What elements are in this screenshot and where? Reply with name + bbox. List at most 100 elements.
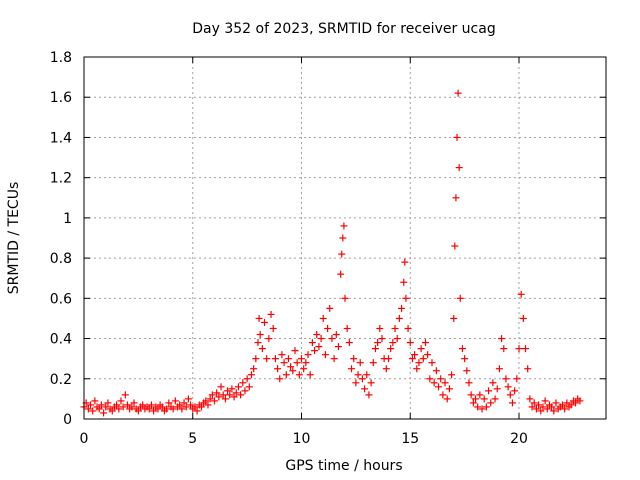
data-point — [498, 335, 506, 343]
data-point — [550, 407, 558, 415]
data-point — [89, 407, 97, 415]
data-point — [495, 365, 503, 373]
data-point — [358, 375, 366, 383]
x-axis-label: GPS time / hours — [285, 458, 402, 474]
data-point — [435, 383, 443, 391]
data-point — [134, 407, 142, 415]
data-point — [482, 403, 490, 411]
data-point — [491, 395, 499, 403]
data-point — [450, 314, 458, 322]
data-point — [241, 387, 249, 395]
data-point — [332, 331, 340, 339]
data-point — [493, 385, 501, 393]
data-point — [398, 304, 406, 312]
data-point — [171, 397, 179, 405]
data-point — [274, 365, 282, 373]
data-point — [306, 371, 314, 379]
data-point — [537, 407, 545, 415]
data-point — [415, 359, 423, 367]
data-point — [321, 351, 329, 359]
data-point — [356, 359, 364, 367]
data-point — [348, 365, 356, 373]
data-point — [469, 399, 477, 407]
data-point — [245, 383, 253, 391]
data-point — [456, 294, 464, 302]
data-point — [485, 387, 493, 395]
x-tick-label: 20 — [510, 431, 528, 447]
data-point — [343, 325, 351, 332]
data-point — [108, 407, 116, 415]
data-point — [500, 345, 508, 353]
data-point — [437, 375, 445, 383]
data-point — [104, 399, 112, 407]
data-point — [95, 405, 103, 413]
data-point — [467, 391, 475, 399]
data-point — [113, 401, 121, 409]
data-point — [463, 367, 471, 375]
data-point — [391, 325, 399, 332]
data-point — [421, 339, 429, 347]
data-point — [208, 391, 216, 399]
data-point — [400, 278, 408, 286]
y-axis-label: SRMTID / TECUs — [6, 182, 22, 295]
data-point — [271, 355, 279, 363]
data-point — [221, 395, 229, 403]
data-point — [374, 339, 382, 347]
data-point — [239, 379, 247, 387]
data-point — [204, 401, 212, 409]
data-point — [217, 383, 225, 391]
data-point — [234, 383, 242, 391]
data-point — [282, 371, 290, 379]
data-point — [176, 401, 184, 409]
data-point — [315, 343, 323, 351]
data-points — [80, 89, 584, 417]
data-point — [385, 355, 392, 363]
data-point — [513, 375, 521, 383]
data-point — [102, 403, 110, 411]
data-point — [448, 371, 456, 379]
data-point — [519, 314, 527, 322]
data-point — [539, 403, 547, 411]
data-point — [191, 403, 199, 411]
x-tick-labels: 0 5 10 15 20 — [80, 431, 528, 447]
y-tick-label: 1 — [63, 211, 72, 227]
data-point — [371, 345, 379, 353]
data-point — [465, 379, 473, 387]
data-point — [193, 407, 201, 415]
data-point — [91, 397, 99, 405]
data-point — [291, 347, 299, 355]
data-point — [330, 355, 338, 363]
y-tick-label: 0.2 — [50, 372, 72, 388]
data-point — [365, 391, 373, 399]
data-point — [361, 385, 369, 393]
data-point — [117, 397, 125, 405]
data-point — [165, 399, 173, 407]
y-tick-label: 0 — [63, 412, 72, 428]
data-point — [150, 407, 158, 415]
data-point — [378, 335, 386, 343]
data-point — [572, 399, 580, 407]
data-point — [515, 345, 523, 353]
data-point — [389, 339, 397, 347]
data-point — [263, 355, 271, 363]
data-point — [502, 375, 510, 383]
data-point — [163, 405, 171, 413]
data-point — [267, 310, 275, 318]
y-tick-label: 0.4 — [50, 332, 72, 348]
chart-title: Day 352 of 2023, SRMTID for receiver uca… — [192, 21, 495, 37]
data-point — [247, 371, 255, 379]
data-point — [319, 314, 327, 322]
x-tick-label: 0 — [80, 431, 89, 447]
data-point — [559, 401, 566, 409]
data-point — [552, 399, 560, 407]
data-point — [211, 397, 218, 405]
data-point — [478, 405, 486, 413]
data-point — [154, 405, 162, 413]
data-point — [276, 375, 284, 383]
data-point — [243, 375, 251, 383]
data-point — [337, 270, 345, 278]
data-point — [302, 359, 310, 367]
data-point — [404, 325, 412, 332]
data-point — [452, 194, 460, 202]
